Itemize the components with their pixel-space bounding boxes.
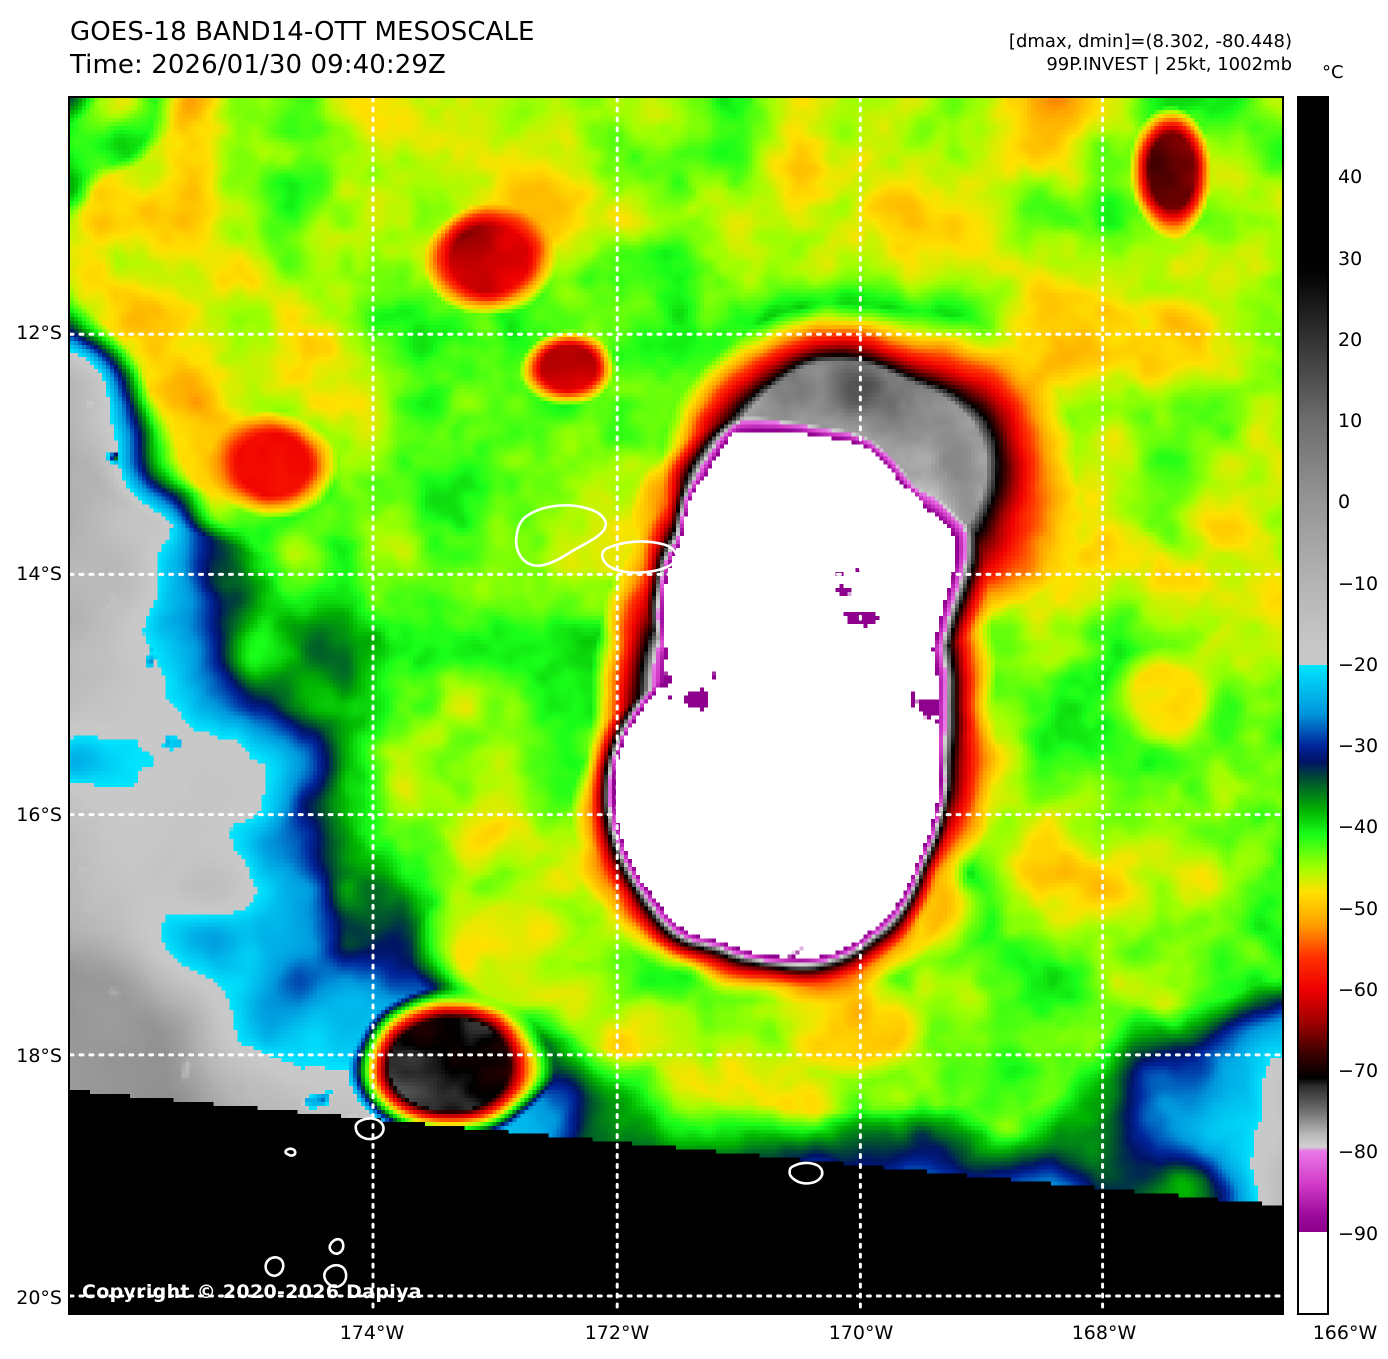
lat-tick-18: 18°S: [16, 1045, 62, 1067]
satellite-image-plot: Copyright © 2020-2026 Dapiya: [68, 96, 1284, 1315]
colorbar-tick--20: −20: [1338, 653, 1379, 676]
copyright-label: Copyright © 2020-2026 Dapiya: [82, 1281, 422, 1303]
colorbar-tick--90: −90: [1338, 1222, 1379, 1245]
lon-tick-166: 166°W: [1312, 1322, 1378, 1344]
lon-tick-172: 172°W: [584, 1322, 650, 1344]
colorbar-tick-40: 40: [1338, 166, 1363, 189]
colorbar-tick--80: −80: [1338, 1141, 1379, 1164]
lat-tick-20: 20°S: [16, 1287, 62, 1309]
lat-tick-16: 16°S: [16, 804, 62, 826]
colorbar-tick-10: 10: [1338, 410, 1363, 433]
lat-tick-12: 12°S: [16, 322, 62, 344]
colorbar-tick--40: −40: [1338, 816, 1379, 839]
colorbar-tick--10: −10: [1338, 572, 1379, 595]
colorbar-tick--50: −50: [1338, 897, 1379, 920]
lon-tick-170: 170°W: [828, 1322, 894, 1344]
colorbar: [1297, 96, 1329, 1315]
satellite-imagery-canvas: [70, 98, 1282, 1313]
colorbar-tick-0: 0: [1338, 491, 1351, 514]
colorbar-gradient: [1299, 98, 1327, 1313]
colorbar-tick--30: −30: [1338, 735, 1379, 758]
timestamp-label: Time: 2026/01/30 09:40:29Z: [70, 50, 446, 81]
title-block: GOES-18 BAND14-OTT MESOSCALE Time: 2026/…: [70, 16, 535, 83]
page-title: GOES-18 BAND14-OTT MESOSCALE: [70, 17, 535, 47]
metadata-block: [dmax, dmin]=(8.302, -80.448) 99P.INVEST…: [1009, 30, 1292, 77]
colorbar-tick--60: −60: [1338, 978, 1379, 1001]
dminmax-label: [dmax, dmin]=(8.302, -80.448): [1008, 31, 1292, 52]
lat-tick-14: 14°S: [16, 563, 62, 585]
storm-info-label: 99P.INVEST | 25kt, 1002mb: [1046, 54, 1292, 76]
lon-tick-174: 174°W: [339, 1322, 405, 1344]
colorbar-tick-20: 20: [1338, 328, 1363, 351]
lon-tick-168: 168°W: [1071, 1322, 1137, 1344]
colorbar-unit-label: °C: [1322, 62, 1344, 83]
colorbar-tick-30: 30: [1338, 247, 1363, 270]
header: GOES-18 BAND14-OTT MESOSCALE Time: 2026/…: [0, 0, 1388, 96]
colorbar-tick--70: −70: [1338, 1060, 1379, 1083]
